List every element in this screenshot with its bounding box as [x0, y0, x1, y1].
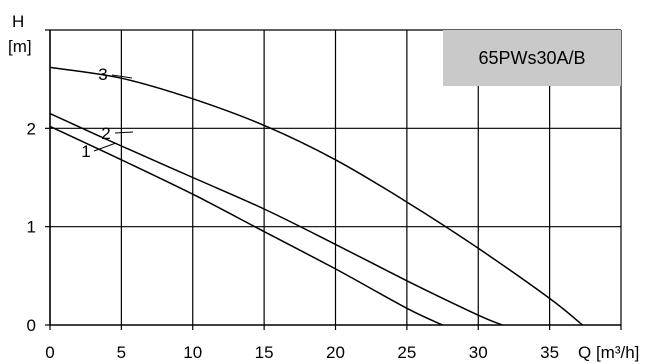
- axes: [45, 29, 622, 330]
- curve-label-1: 1: [81, 142, 90, 161]
- y-tick-label: 2: [27, 119, 36, 138]
- curves: [49, 66, 583, 326]
- x-axis-label: Q [m³/h]: [578, 343, 639, 362]
- curve-3: [49, 66, 583, 326]
- x-tick-label: 5: [117, 343, 126, 362]
- curve-label-3: 3: [98, 65, 107, 84]
- x-tick-label: 25: [397, 343, 416, 362]
- x-tick-label: 35: [540, 343, 559, 362]
- x-tick-label: 10: [183, 343, 202, 362]
- curve-labels: 12 3: [81, 65, 134, 161]
- y-tick-label: 0: [27, 316, 36, 335]
- model-badge-text: 65PWs30A/B: [478, 48, 585, 68]
- curve-1: [49, 125, 443, 326]
- curve-label-leader-2: [114, 131, 134, 134]
- x-tick-label: 20: [326, 343, 345, 362]
- x-tick-label: 0: [45, 343, 54, 362]
- y-axis-unit: [m]: [8, 37, 32, 56]
- y-tick-label: 1: [27, 218, 36, 237]
- curve-2: [49, 112, 503, 326]
- curve-label-leader-1: [93, 142, 117, 152]
- x-tick-label: 30: [469, 343, 488, 362]
- curve-label-2: 2: [101, 124, 110, 143]
- curve-label-leader-3: [111, 74, 133, 79]
- model-badge: 65PWs30A/B: [443, 30, 621, 86]
- x-tick-label: 15: [255, 343, 274, 362]
- y-axis-symbol: H: [12, 12, 24, 31]
